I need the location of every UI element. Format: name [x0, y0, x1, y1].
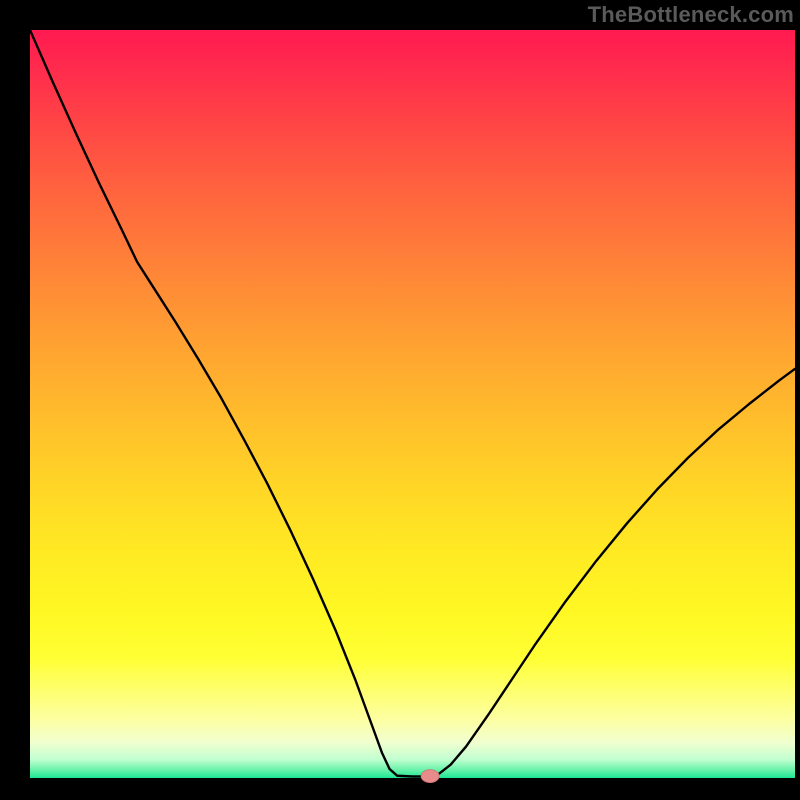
- chart-container: { "watermark": { "text": "TheBottleneck.…: [0, 0, 800, 800]
- plot-background: [30, 30, 795, 778]
- bottleneck-chart: [0, 0, 800, 800]
- optimal-point-marker: [421, 770, 439, 783]
- watermark-text: TheBottleneck.com: [588, 2, 794, 28]
